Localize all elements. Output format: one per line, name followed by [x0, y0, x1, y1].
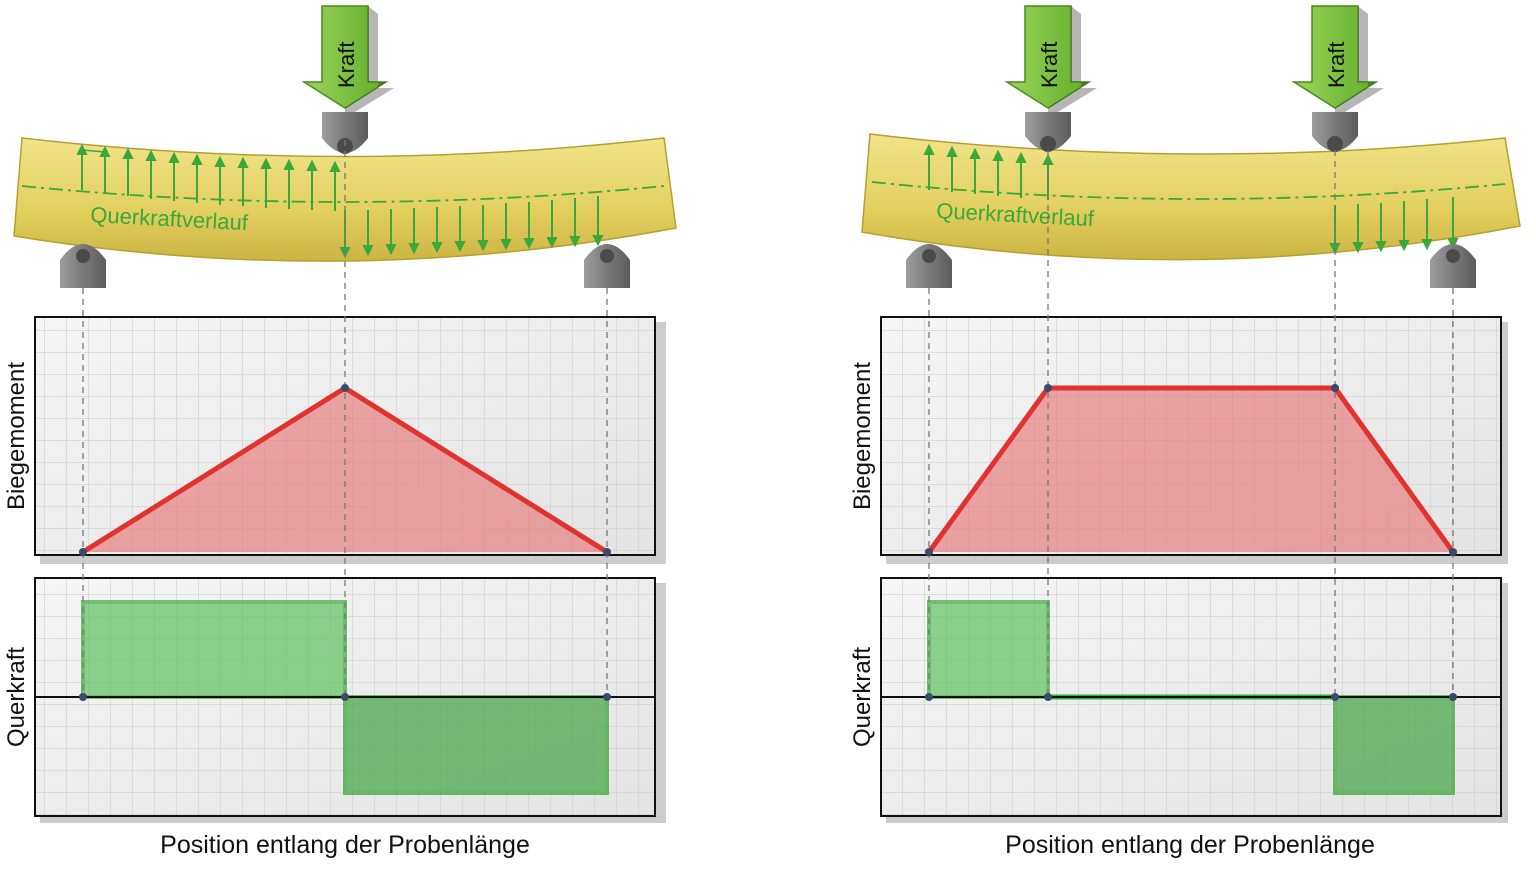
beam-neutral-axis [21, 185, 665, 203]
moment-axis-label: Biegemoment [3, 362, 30, 510]
x-axis-label: Position entlang der Probenlänge [160, 831, 530, 859]
support-left [906, 244, 952, 288]
three-point-diagram: Querkraftverlauf Kraft [3, 5, 677, 859]
loading-nose-right [1312, 112, 1358, 152]
moment-area [929, 388, 1453, 552]
beam [861, 133, 1521, 261]
shear-positive [81, 600, 347, 699]
force-arrow: Kraft [301, 5, 394, 118]
force-label: Kraft [1324, 42, 1349, 88]
force-arrow-right: Kraft [1291, 5, 1384, 118]
support-right [1430, 244, 1476, 288]
support-right [584, 244, 630, 288]
loading-nose-left [1025, 112, 1071, 152]
shear-arrows-down [1329, 197, 1459, 255]
four-point-diagram: Querkraftverlauf Kraft Kraft [849, 5, 1521, 859]
x-axis-label: Position entlang der Probenlänge [1005, 831, 1375, 859]
moment-axis-label: Biegemoment [849, 362, 876, 510]
loading-nose [322, 112, 368, 154]
moment-line [926, 385, 1456, 554]
shear-arrows-up [923, 143, 1054, 200]
beam-neutral-axis [871, 181, 1506, 200]
force-label: Kraft [1037, 42, 1062, 88]
shear-axis-label: Querkraft [3, 647, 30, 747]
force-arrow-left: Kraft [1004, 5, 1097, 118]
shear-axis-label: Querkraft [849, 647, 876, 747]
shear-positive [927, 600, 1050, 699]
support-left [60, 244, 106, 288]
shear-negative [1333, 695, 1455, 795]
force-label: Kraft [334, 42, 359, 88]
shear-arrows-up [76, 143, 341, 211]
shear-negative [343, 695, 609, 795]
